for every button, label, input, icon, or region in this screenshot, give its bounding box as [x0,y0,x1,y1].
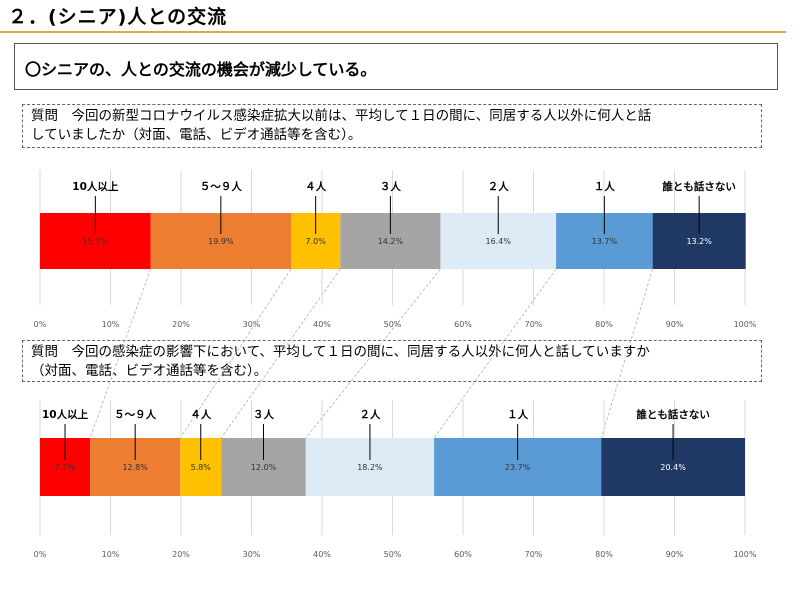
tick-label: 50% [384,550,402,559]
category-label: ２人 [359,408,380,421]
question-line: （対面、電話、ビデオ通話等を含む）。 [31,363,268,379]
category-label: ５～９人 [114,408,156,421]
tick-label: 30% [243,320,261,329]
question-line: 質問 今回の新型コロナウイルス感染症拡大以前は、平均して１日の間に、同居する人以… [31,108,652,124]
tick-label: 70% [525,550,543,559]
tick-label: 60% [454,550,472,559]
tick-label: 90% [666,550,684,559]
connector-line [305,268,441,439]
tick-label: 70% [525,320,543,329]
tick-label: 100% [734,550,757,559]
category-label: ２人 [488,180,509,193]
data-label: 13.2% [686,237,712,246]
category-label: ３人 [380,180,401,193]
tick-label: 0% [34,320,47,329]
tick-label: 30% [243,550,261,559]
category-label: １人 [594,180,615,193]
tick-label: 0% [34,550,47,559]
question-line: していましたか（対面、電話、ビデオ通話等を含む）。 [31,127,362,143]
data-label: 5.8% [191,463,212,472]
data-label: 12.0% [251,463,277,472]
tick-label: 20% [172,320,190,329]
tick-label: 40% [313,320,331,329]
category-label: 10人以上 [72,180,119,193]
connector-line [433,268,557,439]
question-line: 質問 今回の感染症の影響下において、平均して１日の間に、同居する人以外に何人と話… [31,344,650,360]
category-label: ５～９人 [200,180,242,193]
data-label: 16.4% [486,237,512,246]
connector-line [600,268,654,439]
connector-line [220,268,341,439]
tick-label: 100% [734,320,757,329]
tick-label: 20% [172,550,190,559]
data-label: 14.2% [378,237,404,246]
category-label: ４人 [190,408,211,421]
category-label: ３人 [253,408,274,421]
data-label: 20.4% [660,463,686,472]
category-label: 誰とも話さない [636,408,710,421]
tick-label: 40% [313,550,331,559]
summary-text: 〇シニアの、人との交流の機会が減少している。 [25,60,377,79]
category-label: ４人 [305,180,326,193]
data-label: 7.0% [305,237,326,246]
data-label: 15.7% [83,237,109,246]
data-label: 13.7% [592,237,618,246]
tick-label: 10% [102,320,120,329]
category-label: １人 [507,408,528,421]
summary-box: 〇シニアの、人との交流の機会が減少している。 [14,43,778,90]
tick-label: 90% [666,320,684,329]
question-box-before: 質問 今回の新型コロナウイルス感染症拡大以前は、平均して１日の間に、同居する人以… [22,104,762,148]
data-label: 18.2% [357,463,383,472]
data-label: 19.9% [208,237,234,246]
tick-label: 60% [454,320,472,329]
data-label: 7.1% [55,463,76,472]
category-label: 10人以上 [42,408,89,421]
tick-label: 50% [384,320,402,329]
question-box-during: 質問 今回の感染症の影響下において、平均して１日の間に、同居する人以外に何人と話… [22,340,762,382]
tick-label: 10% [102,550,120,559]
data-label: 12.8% [122,463,148,472]
page-title: ２．(シニア)人との交流 [8,6,228,28]
title-divider [0,31,786,33]
connector-line [179,268,292,439]
data-label: 23.7% [505,463,531,472]
tick-label: 80% [595,320,613,329]
category-label: 誰とも話さない [662,180,736,193]
tick-label: 80% [595,550,613,559]
